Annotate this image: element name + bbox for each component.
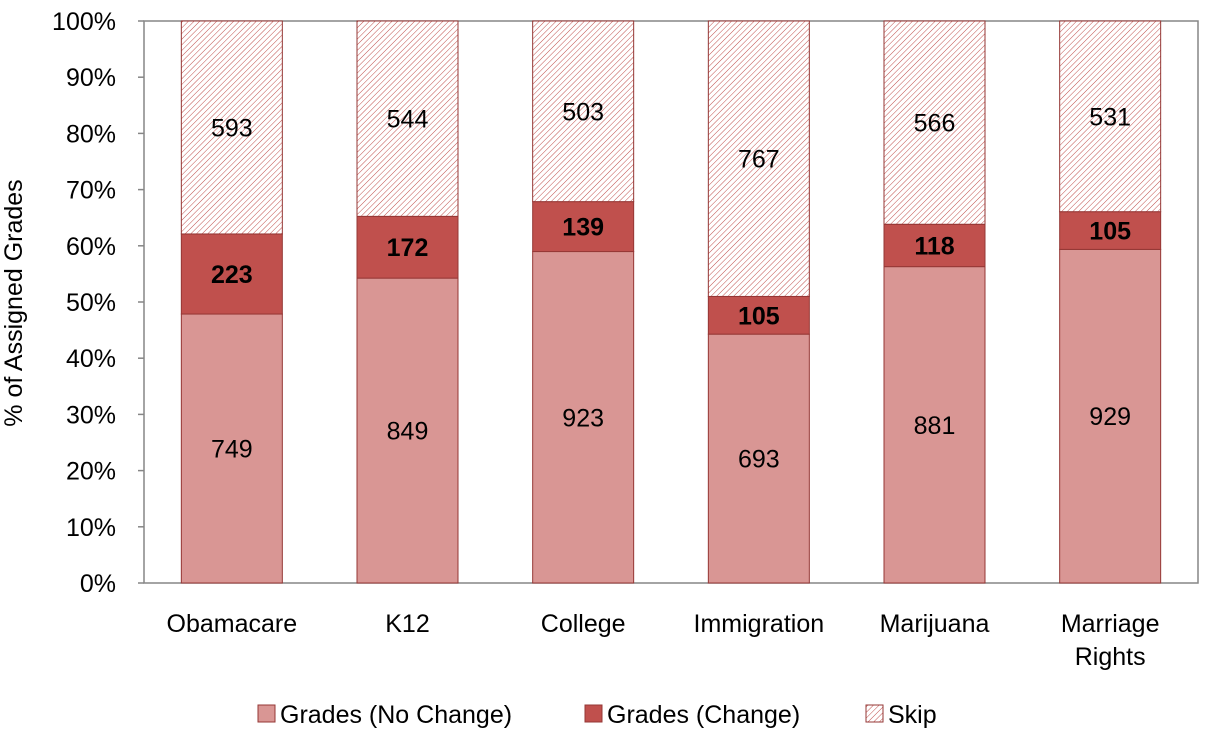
- x-axis-labels: Obamacare K12 College Immigration Marijuana M…: [167, 610, 1160, 671]
- y-tick-label: 40%: [66, 345, 116, 373]
- y-tick-label: 60%: [66, 233, 116, 261]
- y-tick-label: 80%: [66, 120, 116, 148]
- data-label: 172: [387, 234, 429, 262]
- plot-frame: [143, 20, 1199, 584]
- data-label: 593: [211, 114, 253, 142]
- bar-segment: [180, 313, 283, 584]
- legend-label: Grades (No Change): [280, 701, 512, 729]
- y-axis-ticks: 0% 10% 20% 30% 40% 50% 60% 70% 80% 90% 100%: [52, 8, 144, 598]
- data-label: 767: [738, 146, 780, 174]
- data-label: 544: [387, 106, 429, 134]
- data-label: 923: [562, 404, 604, 432]
- y-tick-label: 30%: [66, 401, 116, 429]
- bar-segment: [356, 277, 459, 584]
- x-tick-label: Obamacare: [167, 610, 298, 638]
- legend-label: Grades (Change): [607, 701, 800, 729]
- y-tick-label: 20%: [66, 458, 116, 486]
- bar-segment: [532, 20, 635, 203]
- x-tick-label: College: [541, 610, 626, 638]
- bar-segment: [1059, 20, 1162, 213]
- y-tick-label: 50%: [66, 289, 116, 317]
- y-tick-label: 10%: [66, 514, 116, 542]
- x-tick-label: Immigration: [694, 610, 825, 638]
- legend-swatch: [584, 704, 603, 723]
- legend-label: Skip: [888, 701, 937, 729]
- data-label: 929: [1089, 403, 1131, 431]
- bar-segment: [1059, 211, 1162, 250]
- plot-area: [143, 20, 1199, 584]
- y-tick-label: 0%: [80, 570, 116, 598]
- data-label: 531: [1089, 103, 1131, 131]
- data-label: 693: [738, 446, 780, 474]
- data-label: 881: [914, 412, 956, 440]
- y-axis-title: % of Assigned Grades: [0, 179, 28, 426]
- data-label: 223: [211, 261, 253, 289]
- x-tick-label: K12: [385, 610, 429, 638]
- data-label: 503: [562, 98, 604, 126]
- data-label: 139: [562, 214, 604, 242]
- data-label: 849: [387, 418, 429, 446]
- bar-segment: [707, 295, 810, 335]
- bar-segment: [180, 20, 283, 235]
- bar-segment: [1059, 248, 1162, 584]
- x-tick-label: Marijuana: [880, 610, 990, 638]
- bar-segment: [356, 215, 459, 279]
- y-tick-label: 90%: [66, 64, 116, 92]
- data-label: 105: [1089, 218, 1131, 246]
- y-tick-label: 70%: [66, 177, 116, 205]
- bar-segment: [707, 333, 810, 584]
- bars-group: 749 223 593 849 172 544 923 139 503 693 105 767 881 1…: [180, 20, 1162, 584]
- data-label: 566: [914, 110, 956, 138]
- bar-segment: [707, 20, 810, 297]
- bar-segment: [883, 266, 986, 584]
- bar-segment: [180, 233, 283, 315]
- bar-segment: [532, 201, 635, 253]
- bar-segment: [532, 251, 635, 584]
- legend: Grades (No Change) Grades (Change) Skip: [257, 701, 937, 729]
- legend-swatch: [865, 704, 884, 723]
- data-label: 749: [211, 436, 253, 464]
- data-label: 105: [738, 302, 780, 330]
- y-tick-label: 100%: [52, 8, 116, 36]
- bar-segment: [356, 20, 459, 217]
- bar-segment: [883, 20, 986, 225]
- legend-swatch: [257, 704, 276, 723]
- x-tick-label: Marriage Rights: [1061, 610, 1160, 671]
- data-label: 118: [914, 232, 954, 260]
